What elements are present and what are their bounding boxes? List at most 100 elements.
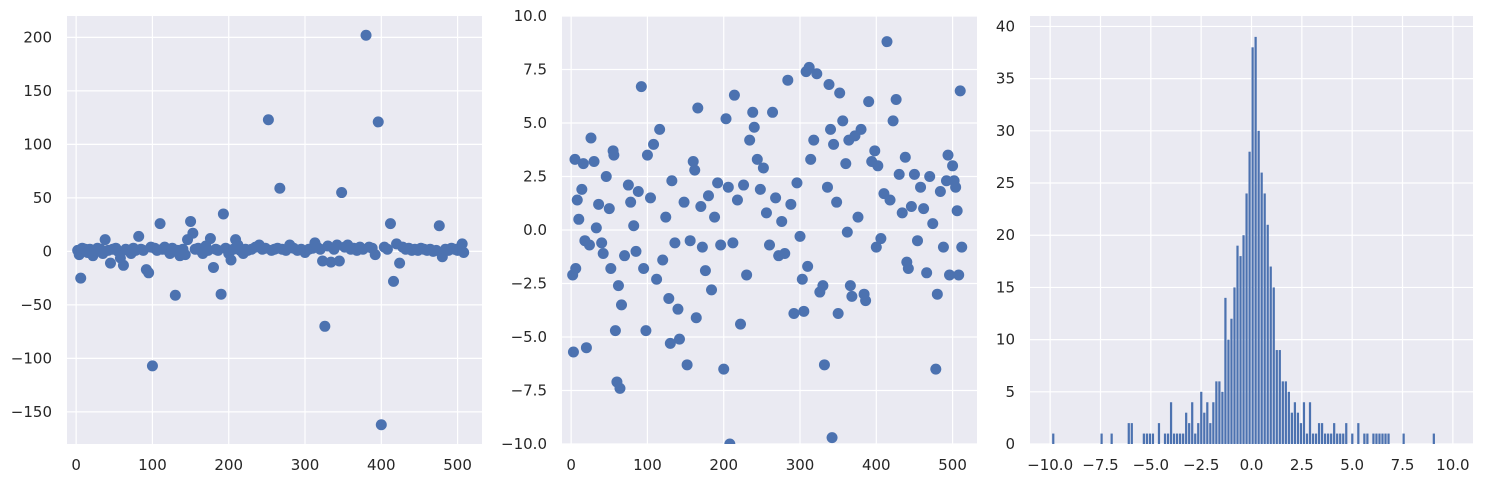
y-tick-label: 5 xyxy=(1005,383,1015,401)
scatter-point xyxy=(796,273,808,285)
scatter-point xyxy=(663,292,675,304)
histogram-bar xyxy=(1185,412,1188,444)
x-tick-label: 100 xyxy=(138,456,167,474)
scatter-point xyxy=(834,87,846,99)
histogram-bar xyxy=(1127,423,1130,444)
scatter-point xyxy=(187,227,199,239)
scatter-point xyxy=(681,359,693,371)
histogram-bar xyxy=(1357,423,1360,444)
histogram-bar xyxy=(1221,391,1224,444)
scatter-point xyxy=(133,230,145,242)
histogram-bar xyxy=(1245,193,1248,444)
scatter-point xyxy=(869,145,881,157)
histogram-bar xyxy=(1351,433,1354,444)
histogram-bar xyxy=(1248,151,1251,444)
y-tick-label: −50 xyxy=(20,296,52,314)
scatter-point xyxy=(706,284,718,296)
histogram-bar xyxy=(1302,402,1306,444)
scatter-point xyxy=(215,288,227,300)
scatter-point xyxy=(785,198,797,210)
scatter-point xyxy=(638,263,650,275)
scatter-point xyxy=(612,280,624,292)
scatter-point xyxy=(863,96,875,108)
scatter-point xyxy=(931,288,943,300)
scatter-point xyxy=(754,183,766,195)
scatter-point xyxy=(942,149,954,161)
scatter-point xyxy=(394,257,406,269)
scatter-point xyxy=(692,102,704,114)
x-tick-label: −5.0 xyxy=(1133,456,1169,474)
scatter-point xyxy=(567,346,579,358)
scatter-point xyxy=(388,275,400,287)
scatter-point xyxy=(747,106,759,118)
scatter-point xyxy=(381,243,393,255)
histogram-bar xyxy=(1179,433,1182,444)
scatter-point xyxy=(902,263,914,275)
y-tick-label: −2.5 xyxy=(511,275,547,293)
y-tick-label: 0 xyxy=(1005,435,1015,453)
histogram-bar xyxy=(1209,423,1212,444)
scatter-point xyxy=(893,168,905,180)
scatter-point xyxy=(593,198,605,210)
scatter-point xyxy=(117,259,129,271)
scatter-point xyxy=(720,113,732,125)
y-tick-label: −150 xyxy=(11,403,52,421)
histogram-bar xyxy=(1330,433,1333,444)
histogram-bar xyxy=(1145,433,1149,444)
scatter-point xyxy=(712,177,724,189)
plot-area xyxy=(67,16,482,444)
histogram-bar xyxy=(1224,297,1227,444)
histogram-bar xyxy=(1311,433,1315,444)
histogram-bar xyxy=(1384,433,1387,444)
scatter-point xyxy=(779,248,791,260)
scatter-point xyxy=(852,211,864,223)
histogram-bar xyxy=(1293,402,1297,444)
scatter-point xyxy=(146,360,158,372)
histogram-bar xyxy=(1233,287,1236,444)
scatter-point xyxy=(899,151,911,163)
scatter-point xyxy=(915,181,927,193)
histogram-bar xyxy=(1100,433,1103,444)
histogram-bar xyxy=(1242,235,1245,444)
y-tick-label: 150 xyxy=(23,82,52,100)
x-tick-label: 10.0 xyxy=(1436,456,1469,474)
y-tick-label: 50 xyxy=(33,189,52,207)
x-tick-label: −2.5 xyxy=(1183,456,1219,474)
scatter-point xyxy=(896,207,908,219)
scatter-point xyxy=(831,196,843,208)
histogram-bar xyxy=(1342,433,1345,444)
scatter-point xyxy=(619,250,631,262)
scatter-point xyxy=(699,265,711,277)
scatter-point xyxy=(811,68,823,80)
scatter-point xyxy=(628,220,640,232)
scatter-point xyxy=(583,239,595,251)
histogram-bar xyxy=(1323,433,1327,444)
scatter-point xyxy=(840,158,852,170)
scatter-point xyxy=(573,213,585,225)
scatter-point xyxy=(588,156,600,168)
scatter-point xyxy=(384,218,396,230)
scatter-point xyxy=(325,256,337,268)
scatter-point xyxy=(657,254,669,266)
scatter-point xyxy=(609,325,621,337)
scatter-point xyxy=(741,269,753,281)
histogram-bar xyxy=(1320,423,1324,444)
scatter-point xyxy=(651,273,663,285)
histogram-bar xyxy=(1239,256,1242,444)
histogram-bar xyxy=(1327,433,1330,444)
scatter-point xyxy=(262,114,274,126)
y-tick-label: 7.5 xyxy=(523,61,547,79)
scatter-point xyxy=(75,272,87,284)
marks-group xyxy=(72,29,470,431)
scatter-point xyxy=(616,299,628,311)
scatter-point xyxy=(669,237,681,249)
scatter-point xyxy=(690,312,702,324)
histogram-bar xyxy=(1257,130,1260,444)
histogram-bar xyxy=(1272,287,1275,444)
scatter-point xyxy=(954,85,966,97)
scatter-point xyxy=(317,255,329,267)
scatter-point xyxy=(687,156,699,168)
scatter-panel-clipped: −10.0 −7.5 −5.0 −2.5 0.0 2.5 5.0 7.5 10.0 0 100 200… xyxy=(501,7,977,474)
histogram-bar xyxy=(1260,172,1263,444)
